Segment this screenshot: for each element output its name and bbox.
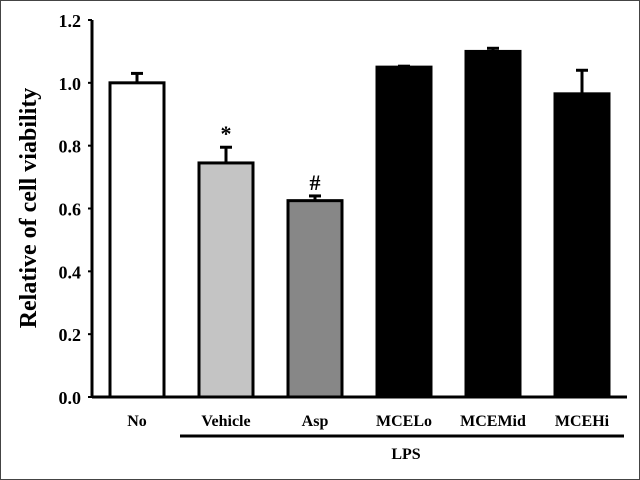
x-tick-label: No bbox=[127, 413, 147, 430]
bar-mcehi bbox=[553, 92, 611, 399]
y-tick-label: 0.0 bbox=[59, 388, 82, 408]
x-tick-label: MCEMid bbox=[460, 413, 526, 430]
y-tick-label: 0.2 bbox=[59, 325, 82, 345]
y-axis-label: Relative of cell viability bbox=[16, 88, 42, 329]
y-tick-label: 0.8 bbox=[59, 137, 82, 157]
x-tick-label: MCELo bbox=[376, 413, 432, 430]
bar-vehicle bbox=[197, 161, 255, 399]
y-tick-label: 1.2 bbox=[59, 11, 82, 31]
bar-asp bbox=[286, 199, 344, 399]
y-tick-label: 1.0 bbox=[59, 74, 82, 94]
bar-mcemid bbox=[464, 49, 522, 399]
y-tick-label: 0.4 bbox=[59, 262, 82, 282]
bar-mcelo bbox=[375, 65, 433, 399]
significance-marker: * bbox=[221, 121, 232, 146]
bar-no bbox=[108, 81, 166, 399]
y-tick-label: 0.6 bbox=[59, 200, 82, 220]
x-tick-label: MCEHi bbox=[555, 413, 610, 430]
x-tick-label: Asp bbox=[302, 413, 329, 430]
group-label-lps: LPS bbox=[391, 446, 420, 463]
x-tick-label: Vehicle bbox=[201, 413, 250, 430]
significance-marker: # bbox=[310, 170, 321, 195]
